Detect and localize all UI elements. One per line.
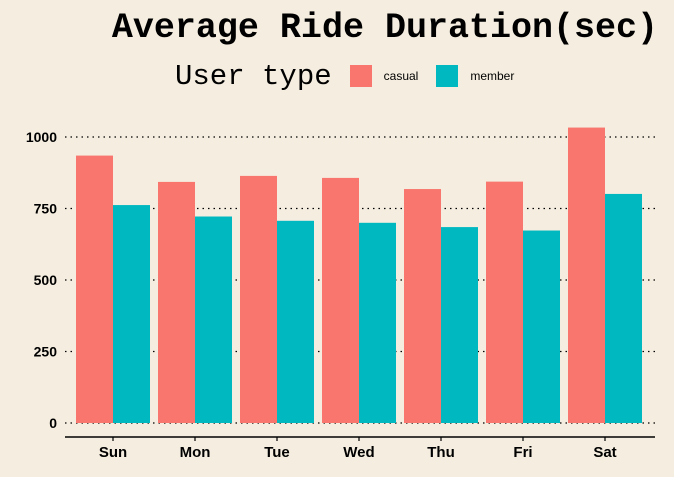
bar-member-mon xyxy=(195,216,232,423)
legend-swatch-casual xyxy=(349,65,372,87)
x-tick-label: Tue xyxy=(264,444,290,461)
bar-casual-fri xyxy=(486,181,523,423)
x-tick-label: Fri xyxy=(513,444,532,461)
bar-member-thu xyxy=(441,227,478,423)
x-tick-label: Thu xyxy=(427,444,455,461)
bar-casual-wed xyxy=(322,177,359,423)
legend: User type casual member xyxy=(175,59,532,93)
x-tick-label: Wed xyxy=(343,444,374,461)
bar-member-tue xyxy=(277,220,314,423)
bar-member-fri xyxy=(523,230,560,423)
legend-label-member: member xyxy=(470,69,515,83)
y-tick-label: 750 xyxy=(34,201,58,217)
y-tick-label: 250 xyxy=(34,344,58,360)
bar-casual-tue xyxy=(240,175,277,423)
x-tick-label: Mon xyxy=(180,444,211,461)
chart-title: Average Ride Duration(sec) xyxy=(111,8,658,48)
legend-title: User type xyxy=(175,59,332,93)
bar-member-sat xyxy=(605,193,642,423)
legend-label-casual: casual xyxy=(383,69,419,83)
y-tick-label: 1000 xyxy=(26,129,57,145)
x-tick-label: Sat xyxy=(593,444,616,461)
y-tick-label: 0 xyxy=(49,415,57,431)
bar-member-wed xyxy=(359,222,396,423)
legend-item-casual: casual xyxy=(349,65,419,87)
bar-casual-sat xyxy=(568,127,605,423)
legend-swatch-member xyxy=(436,65,459,87)
x-tick-label: Sun xyxy=(99,444,127,461)
bar-member-sun xyxy=(113,205,150,423)
y-tick-label: 500 xyxy=(34,272,58,288)
legend-item-member: member xyxy=(436,65,514,87)
bar-casual-sun xyxy=(76,155,113,423)
bar-casual-mon xyxy=(158,181,195,423)
bar-casual-thu xyxy=(404,189,441,423)
